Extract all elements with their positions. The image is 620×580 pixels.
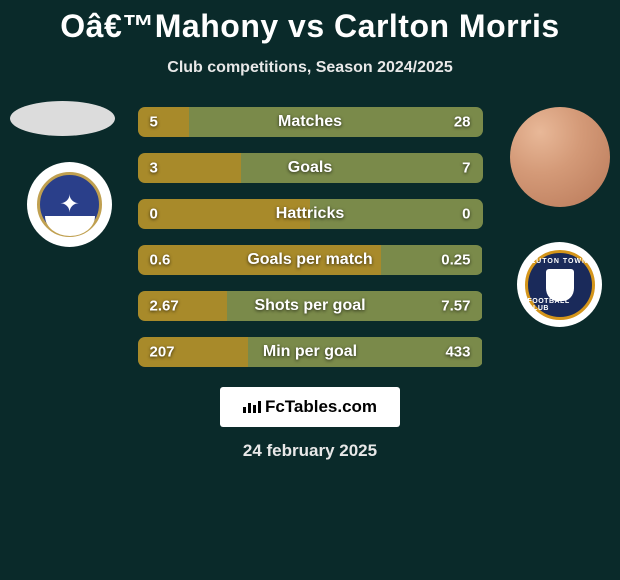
chart-icon [243,399,261,416]
stat-label: Hattricks [276,205,344,223]
stat-label: Matches [278,113,342,131]
stat-row: 207 433 Min per goal [138,337,483,367]
stat-row: 0.6 0.25 Goals per match [138,245,483,275]
page-title: Oâ€™Mahony vs Carlton Morris [0,0,620,45]
bar-right-segment [241,153,483,183]
stat-row: 5 28 Matches [138,107,483,137]
stat-bars: 5 28 Matches 3 7 Goals 0 0 Hattricks 0.6 0.25 Goals… [138,107,483,367]
player-left-avatar [10,101,115,136]
club-left-inner: ✦ [37,172,102,237]
stat-label: Goals per match [247,251,372,269]
club-right-text-top: LUTON TOWN [531,258,588,265]
stat-value-right: 28 [454,114,471,131]
stat-value-right: 0.25 [441,252,470,269]
crest-icon [546,269,574,301]
stat-row: 0 0 Hattricks [138,199,483,229]
club-right-badge: LUTON TOWN FOOTBALL CLUB [517,242,602,327]
club-right-text-bot: FOOTBALL CLUB [528,298,592,312]
club-left-badge: ✦ [27,162,112,247]
club-right-inner: LUTON TOWN FOOTBALL CLUB [525,250,595,320]
bar-left-segment [138,107,190,137]
stat-value-left: 0.6 [150,252,171,269]
subtitle: Club competitions, Season 2024/2025 [0,59,620,77]
crescent-icon [45,216,95,236]
stat-row: 3 7 Goals [138,153,483,183]
stat-value-left: 2.67 [150,298,179,315]
comparison-panel: ✦ LUTON TOWN FOOTBALL CLUB 5 28 Matches 3 7 G… [0,107,620,461]
stat-label: Shots per goal [254,297,365,315]
stat-value-right: 0 [462,206,470,223]
branding-text: FcTables.com [265,397,377,417]
stat-value-right: 7.57 [441,298,470,315]
branding-badge: FcTables.com [220,387,400,427]
date-label: 24 february 2025 [0,441,620,461]
stat-label: Goals [288,159,332,177]
stat-value-left: 3 [150,160,158,177]
stat-value-left: 5 [150,114,158,131]
stat-value-right: 433 [445,344,470,361]
stat-value-left: 207 [150,344,175,361]
stat-value-right: 7 [462,160,470,177]
stat-value-left: 0 [150,206,158,223]
stat-label: Min per goal [263,343,357,361]
stat-row: 2.67 7.57 Shots per goal [138,291,483,321]
star-icon: ✦ [59,190,79,219]
player-right-avatar [510,107,610,207]
